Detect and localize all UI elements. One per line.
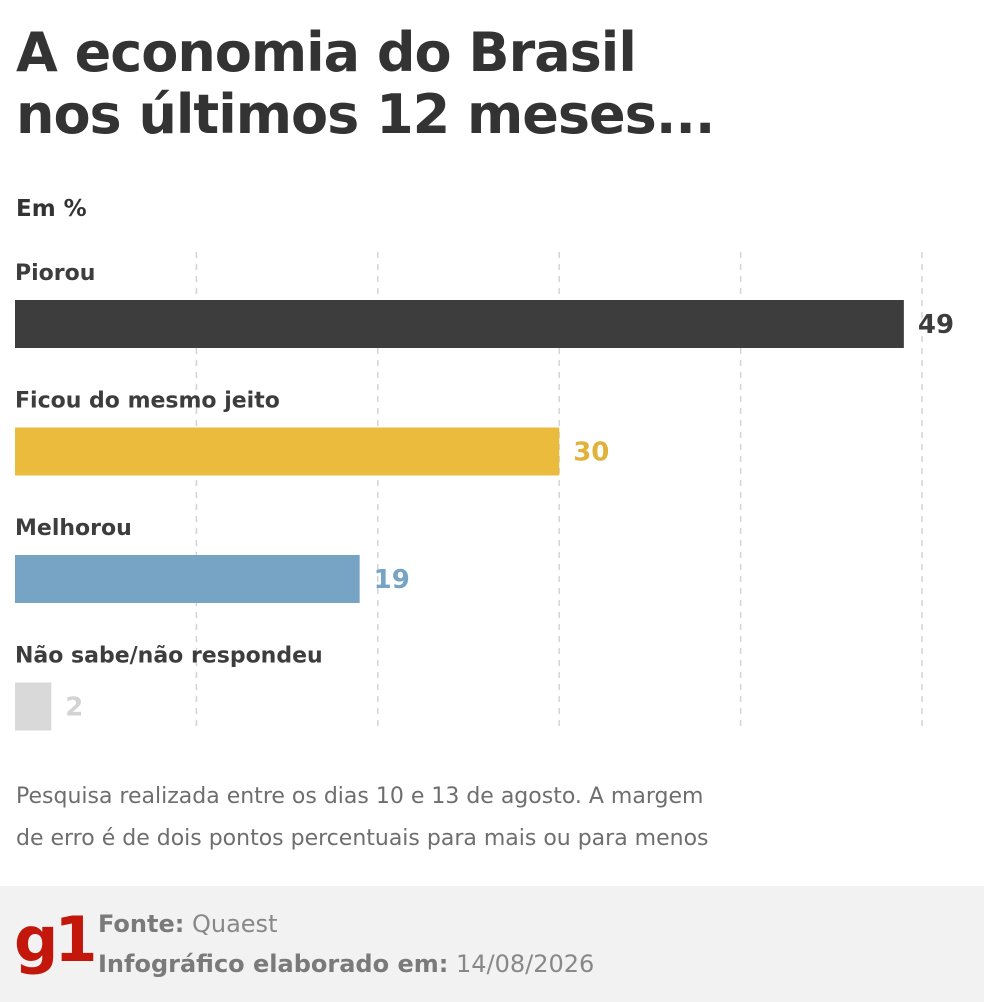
bar-row: Ficou do mesmo jeito 30 xyxy=(15,389,609,476)
footer: g1 Fonte: Quaest Infográfico elaborado e… xyxy=(0,886,984,1002)
bar-row: Piorou 49 xyxy=(15,261,954,348)
category-label: Piorou xyxy=(15,261,95,286)
value-label: 49 xyxy=(918,310,954,340)
gridlines xyxy=(195,252,923,728)
bar-row: Não sabe/não respondeu 2 xyxy=(15,644,323,731)
chart-title: A economia do Brasil nos últimos 12 mese… xyxy=(16,21,715,146)
date-line: Infográfico elaborado em: 14/08/2026 xyxy=(98,944,594,984)
source-line: Fonte: Quaest xyxy=(98,904,594,944)
unit-label: Em % xyxy=(16,196,87,222)
bar xyxy=(15,555,360,603)
source-value: Quaest xyxy=(191,910,278,938)
note-line-2: de erro é de dois pontos percentuais par… xyxy=(16,826,709,851)
bar xyxy=(15,427,560,476)
source-block: Fonte: Quaest Infográfico elaborado em: … xyxy=(98,904,594,984)
category-label: Melhorou xyxy=(15,516,132,541)
title-line-2: nos últimos 12 meses... xyxy=(16,83,715,146)
bar xyxy=(15,682,52,731)
date-value: 14/08/2026 xyxy=(455,950,595,978)
date-label: Infográfico elaborado em: xyxy=(98,950,449,978)
value-label: 30 xyxy=(573,438,609,468)
methodology-note: Pesquisa realizada entre os dias 10 e 13… xyxy=(16,776,836,860)
g1-logo: g1 xyxy=(14,903,98,976)
title-line-1: A economia do Brasil xyxy=(16,21,637,84)
bars: Piorou 49 Ficou do mesmo jeito 30 Melhorou 19… xyxy=(15,261,954,731)
category-label: Ficou do mesmo jeito xyxy=(15,389,280,414)
source-label: Fonte: xyxy=(98,910,185,938)
bar-row: Melhorou 19 xyxy=(15,516,410,603)
value-label: 19 xyxy=(374,565,410,595)
category-label: Não sabe/não respondeu xyxy=(15,644,323,669)
note-line-1: Pesquisa realizada entre os dias 10 e 13… xyxy=(16,784,704,809)
bar xyxy=(15,300,904,348)
value-label: 2 xyxy=(65,693,83,723)
